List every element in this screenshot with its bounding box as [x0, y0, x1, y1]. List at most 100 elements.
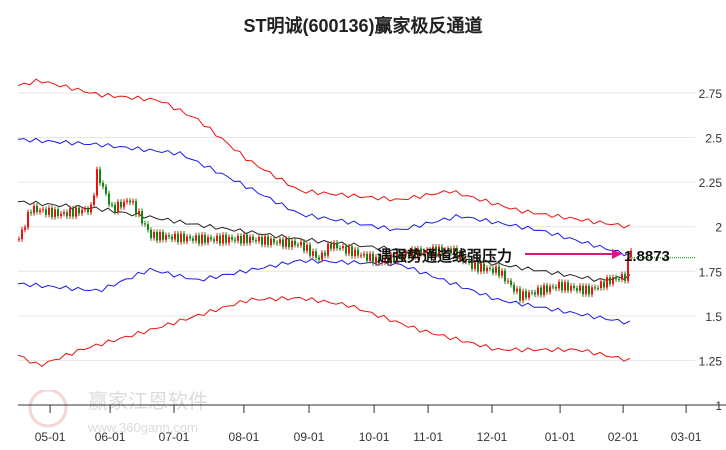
candle-body [60, 213, 62, 216]
candle-body [516, 288, 518, 292]
candle-body [282, 239, 284, 247]
candle-body [285, 238, 287, 247]
candle-body [303, 241, 305, 251]
candle-body [507, 280, 509, 282]
candle-body [30, 212, 32, 214]
candle-body [480, 263, 482, 272]
candle-body [447, 248, 449, 250]
candle-body [306, 244, 308, 251]
candle-body [426, 249, 428, 252]
candle-body [363, 253, 365, 256]
candle-body [192, 238, 194, 241]
candle-body [387, 259, 389, 264]
band-line-inner-upper [17, 137, 631, 257]
candle-body [321, 252, 323, 260]
x-tick-label: 02-01 [608, 430, 639, 444]
band-line-outer-upper [17, 78, 631, 229]
candle-body [348, 246, 350, 254]
candle-body [153, 232, 155, 239]
candle-body [18, 239, 20, 241]
candle-body [327, 243, 329, 256]
candle-body [207, 237, 209, 243]
candle-body [48, 207, 50, 215]
candle-body [393, 254, 395, 262]
candle-body [606, 277, 608, 288]
candle-body [474, 262, 476, 269]
candle-body [528, 292, 530, 298]
candle-body [492, 268, 494, 273]
candle-body [612, 277, 614, 284]
candle-body [618, 279, 620, 281]
candle-body [57, 209, 59, 216]
candle-body [381, 262, 383, 264]
candle-body [501, 270, 503, 276]
annotation-value: 1.8873 [624, 248, 670, 265]
candle-body [195, 235, 197, 241]
candle-body [309, 244, 311, 256]
candle-body [198, 235, 200, 244]
candle-body [600, 281, 602, 289]
candle-body [435, 246, 437, 256]
candle-body [615, 277, 617, 280]
candle-body [33, 205, 35, 214]
candle-body [534, 292, 536, 295]
candle-body [543, 285, 545, 295]
candle-body [270, 238, 272, 245]
candle-body [594, 287, 596, 289]
candle-body [513, 284, 515, 292]
candle-body [81, 209, 83, 214]
candle-body [621, 274, 623, 280]
candle-body [279, 239, 281, 244]
candle-body [432, 246, 434, 255]
x-tick-label: 11-01 [413, 430, 443, 444]
candle-body [138, 211, 140, 215]
candle-body [498, 266, 500, 276]
candle-body [603, 281, 605, 288]
candle-body [225, 234, 227, 243]
candle-body [180, 233, 182, 243]
watermark-brand: 赢家江恩软件 [88, 390, 208, 413]
x-tick-label: 03-01 [671, 430, 702, 444]
candle-body [231, 237, 233, 240]
candle-body [462, 252, 464, 262]
candle-body [510, 280, 512, 285]
candle-body [222, 234, 224, 244]
candle-body [495, 266, 497, 273]
candle-body [36, 205, 38, 213]
candle-body [411, 248, 413, 258]
candle-body [483, 263, 485, 272]
band-line-outer-lower [17, 295, 631, 368]
candle-body [324, 252, 326, 256]
candle-body [126, 200, 128, 202]
candle-body [174, 233, 176, 240]
candle-body [258, 237, 260, 242]
candle-body [345, 246, 347, 254]
candle-body [360, 255, 362, 257]
x-tick-label: 08-01 [229, 430, 260, 444]
candle-body [105, 186, 107, 194]
candle-body [54, 209, 56, 218]
candle-body [339, 248, 341, 250]
candle-body [504, 270, 506, 282]
candle-body [561, 281, 563, 291]
seal-logo [28, 388, 68, 428]
candle-body [132, 201, 134, 203]
candle-body [162, 232, 164, 240]
candle-body [330, 243, 332, 249]
candle-body [354, 249, 356, 257]
candle-body [159, 232, 161, 241]
candle-body [45, 209, 47, 215]
candle-body [276, 242, 278, 244]
candle-body [297, 244, 299, 246]
candle-body [576, 288, 578, 291]
candle-body [288, 238, 290, 248]
candle-body [147, 224, 149, 230]
candle-body [609, 277, 611, 284]
candle-body [366, 253, 368, 261]
y-tick-label: 2.25 [699, 176, 723, 190]
candle-body [72, 208, 74, 217]
candle-body [78, 207, 80, 214]
annotation-label: 遇强势通道线强压力 [377, 247, 512, 265]
candle-body [312, 251, 314, 256]
